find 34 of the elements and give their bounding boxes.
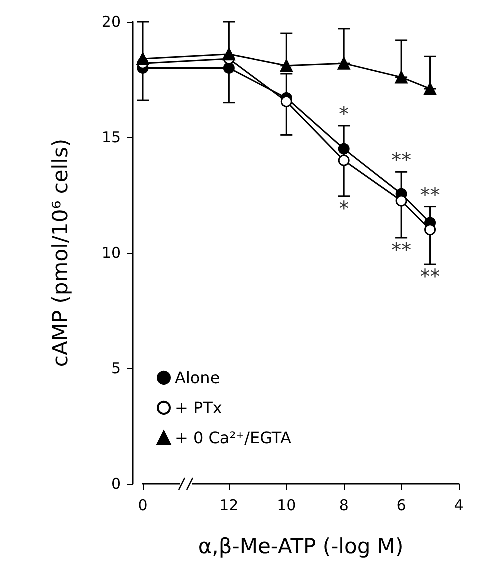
point <box>280 60 293 72</box>
x-tick-label: 8 <box>339 496 349 514</box>
point <box>424 82 437 96</box>
annotation: ** <box>420 264 440 289</box>
point <box>338 57 350 70</box>
y-axis-title: cAMP (pmol/10⁶ cells) <box>48 138 72 368</box>
x-tick-label: 6 <box>396 496 406 514</box>
point <box>424 224 436 236</box>
y-tick-label: 5 <box>111 360 121 378</box>
legend-label: + PTx <box>175 398 222 418</box>
legend-label: Alone <box>175 368 220 388</box>
point <box>338 143 350 155</box>
point <box>280 96 292 108</box>
point <box>222 48 236 61</box>
point <box>223 62 235 74</box>
annotation: ** <box>420 182 440 207</box>
x-tick-label: 4 <box>454 496 464 514</box>
point <box>396 195 408 207</box>
x-tick-label: 10 <box>277 496 296 514</box>
x-tick-label: 12 <box>220 496 239 514</box>
annotation: ** <box>392 238 412 262</box>
point <box>338 154 350 166</box>
annotation: * <box>339 196 350 220</box>
y-tick-label: 0 <box>111 475 121 493</box>
y-tick-label: 15 <box>102 128 121 146</box>
x-tick-label: 0 <box>138 496 148 514</box>
annotation: ** <box>392 148 412 172</box>
point <box>395 71 408 84</box>
point <box>136 52 150 66</box>
annotation: * <box>339 102 350 126</box>
legend-label: + 0 Ca²⁺/EGTA <box>175 428 292 448</box>
x-axis-title: α,β-Me-ATP (-log M) <box>198 534 404 558</box>
y-tick-label: 20 <box>102 13 121 31</box>
y-tick-label: 10 <box>102 244 121 262</box>
